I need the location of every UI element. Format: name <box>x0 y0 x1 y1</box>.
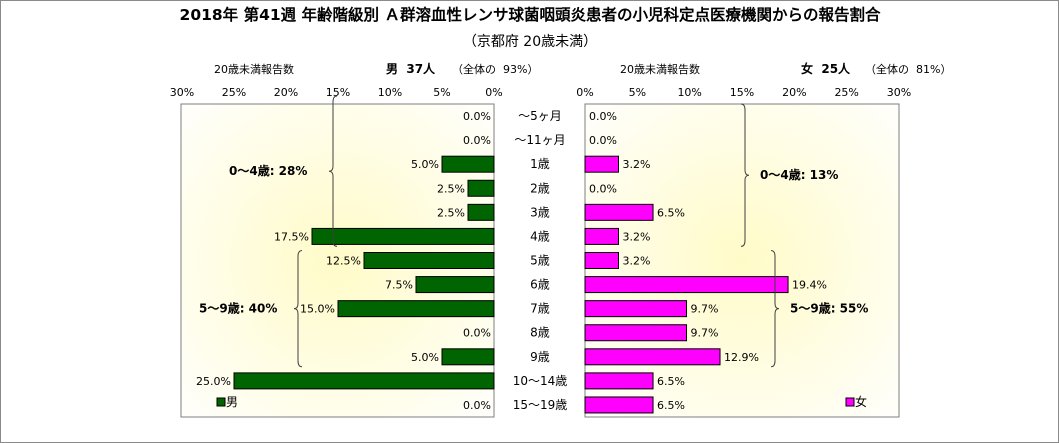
category-label: ～11ヶ月 <box>514 133 565 147</box>
right-count-label: 20歳未満報告数 <box>620 63 700 76</box>
category-label: 1歳 <box>530 157 550 171</box>
annotation-left-0-4: 0～4歳: 28% <box>229 163 307 178</box>
right-brace-5-9 <box>770 250 780 368</box>
annotation-left-5-9: 5～9歳: 40% <box>199 301 277 316</box>
left-axis-tick-label: 0% <box>485 86 502 99</box>
female-data-label: 3.2% <box>622 255 650 268</box>
category-label: 4歳 <box>530 229 550 243</box>
female-bar <box>584 324 688 342</box>
female-bar <box>584 227 619 245</box>
left-brace-5-9 <box>293 250 303 368</box>
female-bar <box>584 203 654 221</box>
chart-marks: 30% 25% 20% 15% 10% 5% 0% 0% 5% 10% 15% 20% 25% 30% ～5… <box>170 86 911 418</box>
category-label: 7歳 <box>530 302 550 316</box>
female-data-label: 6.5% <box>657 206 685 219</box>
female-data-label: 3.2% <box>622 158 650 171</box>
left-axis-tick-label: 5% <box>433 86 450 99</box>
right-axis-tick-label: 20% <box>782 86 806 99</box>
annotation-right-5-9: 5～9歳: 55% <box>790 301 868 316</box>
category-label: 9歳 <box>530 350 550 364</box>
female-data-label: 0.0% <box>589 134 617 147</box>
male-bar <box>311 227 495 245</box>
female-data-label: 0.0% <box>589 110 617 123</box>
left-axis-tick-label: 20% <box>274 86 298 99</box>
male-data-label: 7.5% <box>385 279 413 292</box>
male-bar <box>467 179 495 197</box>
chart-subtitle: （京都府 20歳未満） <box>463 34 597 50</box>
male-data-label: 5.0% <box>411 158 439 171</box>
left-axis-tick-label: 30% <box>170 86 194 99</box>
right-axis-tick-label: 10% <box>677 86 701 99</box>
male-bar <box>337 300 495 318</box>
right-sex-count: 女 25人 <box>801 61 851 76</box>
right-axis-tick-label: 25% <box>834 86 858 99</box>
male-bar <box>415 276 495 294</box>
male-data-label: 0.0% <box>463 110 491 123</box>
female-data-label: 9.7% <box>691 303 719 316</box>
right-brace-0-4 <box>740 103 750 247</box>
annotation-right-0-4: 0～4歳: 13% <box>760 167 838 182</box>
female-data-label: 6.5% <box>657 399 685 412</box>
female-bar <box>584 300 688 318</box>
right-axis-tick-label: 30% <box>887 86 911 99</box>
right-axis-tick-label: 0% <box>576 86 593 99</box>
female-data-label: 12.9% <box>724 351 759 364</box>
male-data-label: 25.0% <box>196 375 231 388</box>
legend-female-label: 女 <box>855 394 867 409</box>
left-axis-tick-label: 10% <box>378 86 402 99</box>
right-axis-tick-label: 15% <box>730 86 754 99</box>
category-label: 10～14歳 <box>513 374 568 388</box>
category-label: 2歳 <box>530 181 550 195</box>
male-data-label: 5.0% <box>411 351 439 364</box>
category-label: ～5ヶ月 <box>518 109 562 123</box>
category-label: 5歳 <box>530 254 550 268</box>
female-bar <box>584 155 619 173</box>
male-bar <box>441 155 495 173</box>
left-axis-tick-label: 25% <box>222 86 246 99</box>
chart-title: 2018年 第41週 年齢階級別 Ａ群溶血性レンサ球菌咽頭炎患者の小児科定点医療… <box>180 5 881 24</box>
left-share: （全体の 93%） <box>452 62 538 76</box>
left-axis-tick-label: 15% <box>326 86 350 99</box>
male-data-label: 0.0% <box>463 399 491 412</box>
category-label: 6歳 <box>530 278 550 292</box>
legend-male-swatch <box>216 397 226 407</box>
male-data-label: 2.5% <box>437 182 465 195</box>
female-bar <box>584 348 721 366</box>
male-data-label: 17.5% <box>274 230 309 243</box>
legend-female-swatch <box>845 397 855 407</box>
left-sex-count: 男 37人 <box>386 61 436 76</box>
category-label: 3歳 <box>530 205 550 219</box>
male-bar <box>441 348 495 366</box>
female-data-label: 9.7% <box>691 327 719 340</box>
female-bar <box>584 252 619 269</box>
category-label: 8歳 <box>530 326 550 340</box>
male-bar <box>363 252 495 269</box>
male-bar <box>233 372 495 390</box>
male-data-label: 0.0% <box>463 327 491 340</box>
male-data-label: 2.5% <box>437 206 465 219</box>
female-data-label: 19.4% <box>792 279 827 292</box>
right-share: （全体の 81%） <box>865 62 951 76</box>
female-data-label: 6.5% <box>657 375 685 388</box>
left-brace-0-4 <box>328 95 338 247</box>
male-data-label: 0.0% <box>463 134 491 147</box>
female-bar <box>584 276 789 294</box>
male-bar <box>467 203 495 221</box>
female-data-label: 0.0% <box>589 182 617 195</box>
legend-male-label: 男 <box>226 395 238 409</box>
left-count-label: 20歳未満報告数 <box>214 63 294 76</box>
female-data-label: 3.2% <box>622 230 650 243</box>
female-bar <box>584 372 654 390</box>
right-axis-tick-label: 5% <box>629 86 646 99</box>
male-data-label: 12.5% <box>326 255 361 268</box>
female-bar <box>584 396 654 414</box>
category-label: 15～19歳 <box>513 398 568 412</box>
male-data-label: 15.0% <box>300 303 335 316</box>
